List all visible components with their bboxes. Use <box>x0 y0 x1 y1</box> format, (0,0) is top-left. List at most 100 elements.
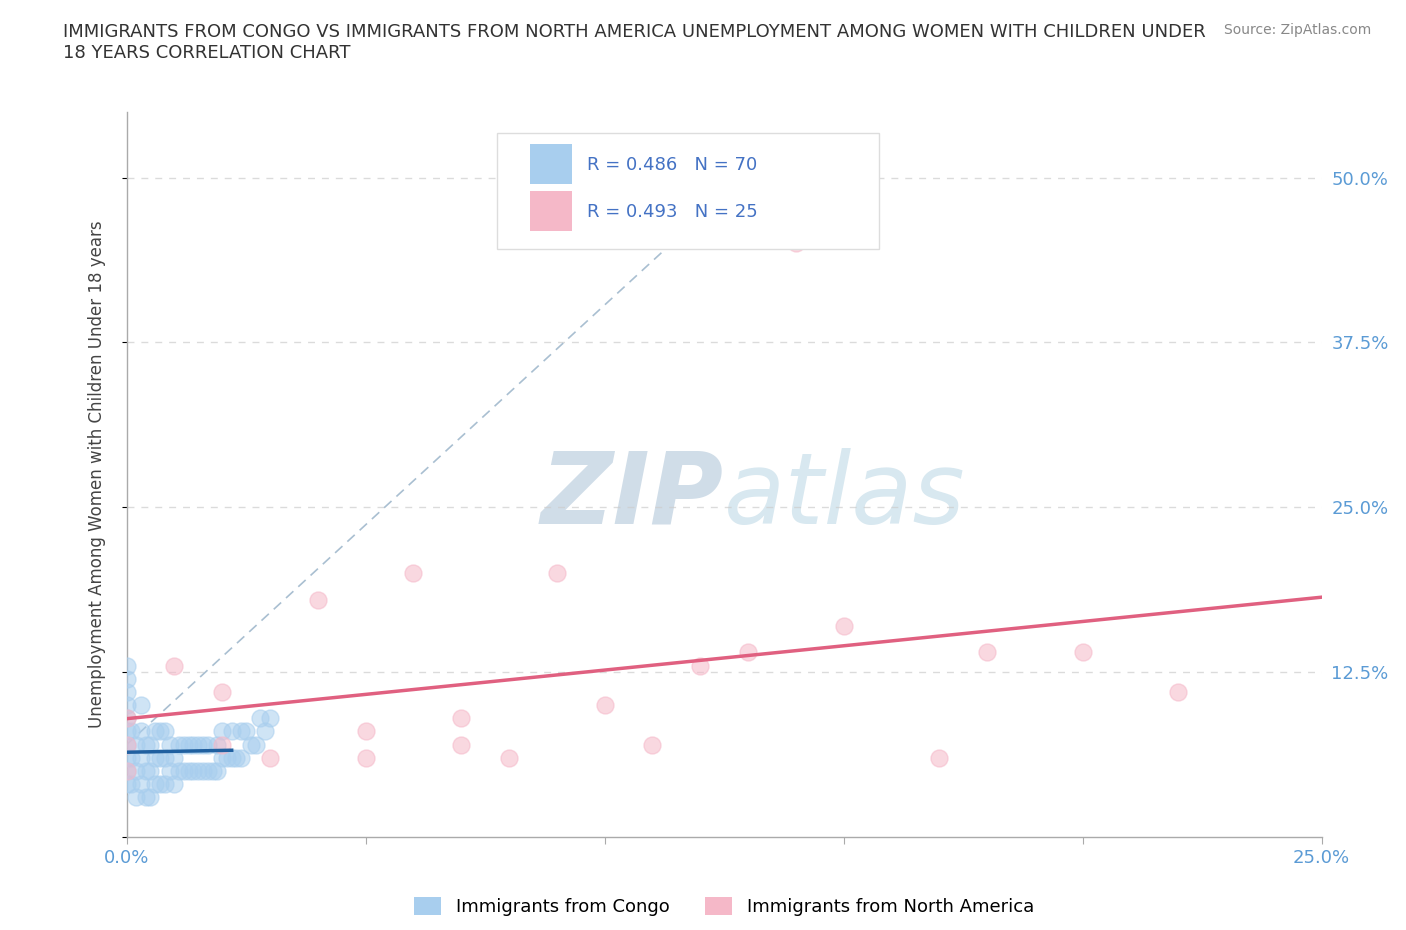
Point <box>976 644 998 659</box>
Point <box>115 737 138 752</box>
Point <box>221 751 243 765</box>
Point <box>593 698 616 712</box>
Point <box>115 711 138 725</box>
Point <box>211 684 233 699</box>
Point <box>235 724 257 739</box>
Point <box>120 751 142 765</box>
Point <box>115 684 138 699</box>
Point <box>177 764 200 778</box>
Point <box>129 751 152 765</box>
Point <box>207 764 229 778</box>
Point <box>115 777 138 791</box>
Point <box>1167 684 1189 699</box>
Point <box>125 737 148 752</box>
Point <box>125 764 148 778</box>
Point <box>129 698 152 712</box>
Point <box>245 737 267 752</box>
Point <box>143 724 166 739</box>
Point <box>120 724 142 739</box>
Point <box>139 764 162 778</box>
Point <box>211 737 233 752</box>
Point <box>737 644 759 659</box>
Point <box>143 751 166 765</box>
Point <box>153 724 176 739</box>
Point <box>163 751 186 765</box>
Point <box>149 777 172 791</box>
Point <box>191 764 214 778</box>
Point <box>115 671 138 686</box>
Point <box>115 764 138 778</box>
Point <box>167 764 190 778</box>
Point <box>183 764 205 778</box>
Point <box>143 777 166 791</box>
Point <box>197 764 219 778</box>
Point <box>135 764 157 778</box>
Point <box>450 737 472 752</box>
Point <box>149 751 172 765</box>
Point <box>163 658 186 673</box>
Point <box>183 737 205 752</box>
Point <box>135 737 157 752</box>
Point <box>177 737 200 752</box>
Point <box>215 751 238 765</box>
Point <box>249 711 271 725</box>
Point <box>187 737 209 752</box>
Point <box>115 751 138 765</box>
Point <box>139 737 162 752</box>
Point <box>153 777 176 791</box>
Point <box>120 777 142 791</box>
Text: IMMIGRANTS FROM CONGO VS IMMIGRANTS FROM NORTH AMERICA UNEMPLOYMENT AMONG WOMEN : IMMIGRANTS FROM CONGO VS IMMIGRANTS FROM… <box>63 23 1206 62</box>
Point <box>546 565 568 580</box>
Legend: Immigrants from Congo, Immigrants from North America: Immigrants from Congo, Immigrants from N… <box>406 890 1042 923</box>
Point <box>354 751 377 765</box>
Point <box>159 737 181 752</box>
Point <box>211 751 233 765</box>
Point <box>129 777 152 791</box>
Text: R = 0.486   N = 70: R = 0.486 N = 70 <box>586 155 756 174</box>
Point <box>254 724 277 739</box>
Point <box>225 751 247 765</box>
Point <box>167 737 190 752</box>
Point <box>129 724 152 739</box>
Point <box>207 737 229 752</box>
Point <box>231 724 253 739</box>
Point <box>163 777 186 791</box>
Point <box>201 764 224 778</box>
Point <box>354 724 377 739</box>
Point <box>115 658 138 673</box>
Point <box>211 724 233 739</box>
Point <box>450 711 472 725</box>
Point <box>259 711 281 725</box>
Point <box>197 737 219 752</box>
Point <box>149 724 172 739</box>
Point <box>159 764 181 778</box>
Point <box>239 737 262 752</box>
Point <box>115 724 138 739</box>
Point <box>115 737 138 752</box>
Bar <box>530 144 572 184</box>
Text: atlas: atlas <box>724 447 966 545</box>
Point <box>832 618 855 633</box>
Point <box>402 565 425 580</box>
Point <box>153 751 176 765</box>
Point <box>498 751 520 765</box>
Point <box>115 698 138 712</box>
Text: ZIP: ZIP <box>541 447 724 545</box>
Bar <box>530 192 572 232</box>
Point <box>191 737 214 752</box>
Point <box>135 790 157 804</box>
Point <box>928 751 950 765</box>
Point <box>307 592 329 607</box>
Point <box>173 737 195 752</box>
Point <box>187 764 209 778</box>
Point <box>125 790 148 804</box>
Point <box>259 751 281 765</box>
Point <box>221 724 243 739</box>
FancyBboxPatch shape <box>498 133 880 249</box>
Point <box>1071 644 1094 659</box>
Point <box>115 764 138 778</box>
Point <box>785 236 807 251</box>
Text: R = 0.493   N = 25: R = 0.493 N = 25 <box>586 203 758 220</box>
Point <box>115 711 138 725</box>
Point <box>231 751 253 765</box>
